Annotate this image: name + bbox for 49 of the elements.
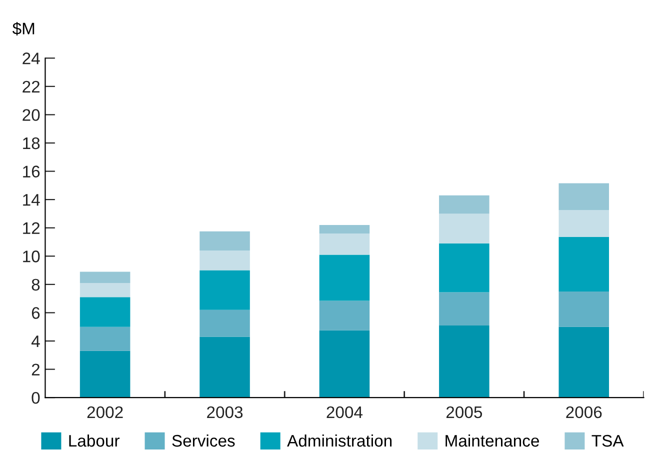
legend-label: Labour [69, 434, 120, 447]
y-tick-label: 18 [23, 137, 40, 150]
bar [439, 325, 490, 398]
bar [80, 326, 130, 351]
x-tick-label: 2004 [326, 406, 363, 418]
bar [80, 297, 130, 327]
y-tick-label: 10 [23, 250, 40, 262]
legend-label: TSA [592, 434, 624, 447]
x-tick-label: 2006 [566, 406, 602, 418]
y-tick-label: 20 [22, 109, 40, 121]
bar [200, 270, 250, 310]
bar [558, 291, 610, 327]
y-tick-label: 16 [23, 166, 40, 178]
bar [319, 300, 370, 330]
bar [200, 310, 250, 337]
bar [439, 243, 490, 292]
bar [200, 231, 250, 250]
bar [200, 336, 250, 398]
y-tick-label: 6 [32, 307, 40, 319]
x-tick-label: 2005 [446, 406, 482, 418]
bar [319, 225, 370, 234]
x-tick-label: 2003 [207, 406, 243, 418]
legend-label: Maintenance [446, 434, 539, 447]
legend-label: Services [172, 434, 235, 447]
bar [319, 254, 370, 301]
y-tick-label: 22 [22, 80, 40, 92]
y-tick-label: 12 [23, 222, 40, 234]
bar [558, 183, 610, 210]
y-tick-label: 2 [32, 364, 40, 376]
bar [558, 210, 610, 238]
bar [80, 350, 130, 398]
bar [80, 283, 130, 298]
x-tick-label: 2002 [87, 406, 123, 418]
legend-label: Administration [287, 434, 392, 447]
y-tick-label: 8 [32, 278, 40, 291]
bar [319, 330, 370, 398]
bar [439, 195, 490, 214]
y-tick-label: 24 [22, 52, 40, 64]
bar [558, 237, 610, 292]
bar [80, 272, 130, 284]
y-tick-label: 0 [32, 392, 40, 404]
bar [439, 214, 490, 244]
y-axis-title: $M [12, 22, 34, 36]
bar [319, 234, 370, 255]
bar [439, 292, 490, 326]
y-tick-label: 14 [23, 194, 40, 206]
y-tick-label: 4 [31, 336, 40, 348]
bar [200, 250, 250, 270]
bar [558, 326, 610, 398]
